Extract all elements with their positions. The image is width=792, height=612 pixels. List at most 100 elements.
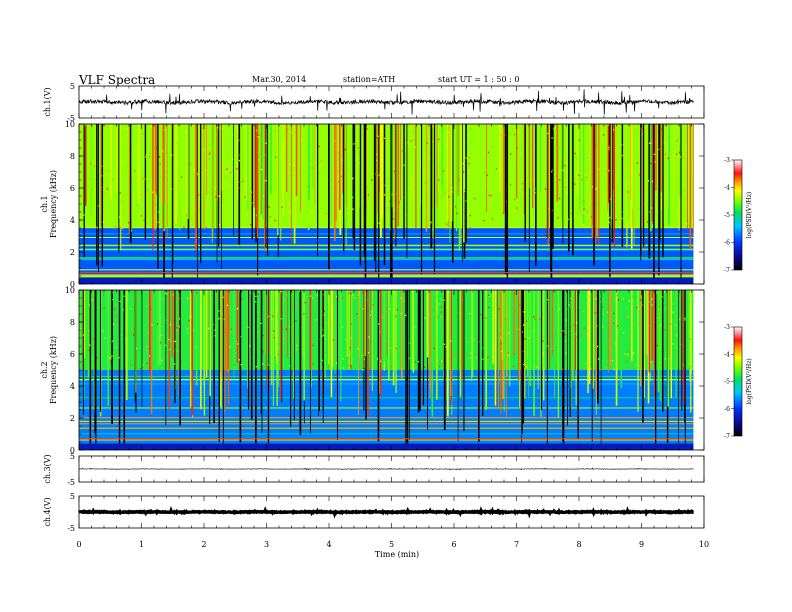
- ch2-spectrogram-speckle: [649, 301, 651, 303]
- ch1-spectrogram-streak: [451, 124, 454, 263]
- ch2-spectrogram-streak: [607, 290, 609, 373]
- ch2-spectrogram-speckle: [207, 327, 210, 330]
- ch2-spectrogram-speckle: [648, 350, 651, 352]
- ch1-spectrogram-speckle: [608, 221, 611, 224]
- ch2-spectrogram-speckle: [370, 311, 373, 313]
- ch2-spectrogram-speckle: [335, 295, 338, 298]
- ch1-spectrogram-streak: [672, 124, 675, 204]
- ch2-spectrogram-streak: [118, 290, 121, 447]
- ch2-spectrogram-speckle: [156, 323, 158, 325]
- ch2-spectrogram-speckle: [120, 334, 123, 336]
- ch1-spectrogram-speckle: [685, 170, 687, 172]
- ch2-spectrogram-colorbar-label: log(PSD(V²/Hz): [746, 358, 753, 405]
- ch1-spectrogram-speckle: [121, 227, 124, 230]
- ch2-spectrogram-speckle: [110, 357, 112, 360]
- ch1-spectrogram-speckle: [615, 170, 618, 172]
- ch2-spectrogram-speckle: [184, 364, 186, 366]
- ch1-spectrogram-streak: [503, 124, 505, 213]
- ch1-spectrogram-streak: [345, 124, 347, 246]
- ch2-spectrogram-streak: [179, 290, 181, 426]
- ch2-spectrogram-speckle: [636, 306, 638, 309]
- ch1-spectrogram-speckle: [162, 149, 164, 152]
- ch1-spectrogram-speckle: [382, 139, 384, 141]
- ch1-spectrogram-speckle: [158, 156, 161, 158]
- ch1-spectrogram-speckle: [377, 135, 379, 138]
- ch1-spectrogram-speckle: [150, 126, 152, 128]
- ch2-spectrogram-speckle: [158, 336, 160, 338]
- ch2-spectrogram-speckle: [178, 325, 180, 328]
- ch1-spectrogram-speckle: [281, 206, 283, 208]
- ch1-spectrogram-streak: [658, 124, 660, 276]
- ch2-spectrogram-speckle: [291, 332, 294, 334]
- ch1-spectrogram-speckle: [242, 180, 244, 182]
- ch1-spectrogram-streak: [264, 124, 266, 190]
- ch1-spectrogram-streak: [196, 124, 198, 279]
- ch1-spectrogram-streak: [568, 124, 570, 252]
- ch2-spectrogram-streak: [99, 290, 102, 412]
- ch2-spectrogram-streak: [494, 290, 497, 406]
- ch2-spectrogram-speckle: [518, 328, 520, 331]
- ch1-spectrogram-speckle: [389, 200, 391, 203]
- ch2-spectrogram-speckle: [315, 319, 317, 321]
- ch1-spectrogram-speckle: [164, 176, 166, 178]
- ch2-spectrogram-speckle: [565, 319, 567, 321]
- ch1-spectrogram-speckle: [248, 205, 251, 207]
- ch2-spectrogram-speckle: [600, 369, 602, 371]
- ch1-spectrogram-speckle: [151, 156, 153, 158]
- ch2-spectrogram-speckle: [488, 306, 490, 309]
- ch2-spectrogram-speckle: [350, 292, 352, 295]
- ch1-spectrogram-streak: [116, 124, 118, 191]
- ch2-spectrogram-speckle: [500, 342, 502, 345]
- ch2-spectrogram-speckle: [276, 308, 278, 310]
- ch1-spectrogram-speckle: [557, 216, 560, 218]
- header-station: station=ATH: [343, 75, 395, 84]
- ch2-spectrogram-streak: [203, 290, 206, 416]
- ch2-spectrogram-speckle: [555, 364, 557, 367]
- ch1-spectrogram-speckle: [239, 187, 241, 189]
- ch1-spectrogram-streak: [203, 124, 205, 230]
- ch1-spectrogram-speckle: [622, 211, 624, 213]
- ch2-spectrogram-speckle: [257, 331, 259, 334]
- ch1-spectrogram-speckle: [281, 209, 283, 212]
- ch2-spectrogram-speckle: [378, 323, 380, 325]
- ch1-spectrogram-streak: [233, 124, 234, 237]
- ch2-spectrogram-speckle: [481, 347, 484, 349]
- ch2-spectrogram-speckle: [224, 365, 227, 368]
- ch2-spectrogram-speckle: [405, 314, 407, 317]
- ch2-spectrogram-speckle: [611, 360, 613, 362]
- ch1-spectrogram-streak: [687, 124, 689, 219]
- ch4-waveform-ytick-label: 5: [70, 492, 75, 501]
- ch1-spectrogram-channel-label: ch.1: [40, 195, 49, 212]
- ch2-spectrogram-speckle: [583, 310, 585, 313]
- ch1-spectrogram-speckle: [650, 142, 652, 144]
- ch1-spectrogram-speckle: [647, 180, 650, 182]
- ch2-spectrogram-band-line: [79, 407, 694, 409]
- ch1-spectrogram-speckle: [158, 223, 160, 226]
- ch1-spectrogram-streak: [668, 124, 670, 226]
- ch2-spectrogram-speckle: [436, 317, 438, 320]
- ch2-spectrogram-speckle: [408, 355, 410, 358]
- ch2-spectrogram-speckle: [632, 352, 635, 354]
- ch1-spectrogram-streak: [680, 124, 682, 283]
- ch2-spectrogram-speckle: [115, 346, 118, 349]
- ch2-spectrogram-speckle: [126, 310, 128, 312]
- ch2-spectrogram-speckle: [262, 334, 264, 337]
- ch2-spectrogram-speckle: [692, 301, 695, 303]
- ch1-spectrogram-speckle: [650, 162, 652, 165]
- ch2-spectrogram-speckle: [470, 352, 472, 354]
- ch2-spectrogram-speckle: [596, 345, 599, 348]
- ch1-spectrogram-speckle: [83, 214, 85, 216]
- ch2-spectrogram-speckle: [301, 295, 303, 297]
- ch2-spectrogram-band-line: [79, 427, 694, 429]
- ch1-spectrogram-speckle: [290, 131, 293, 134]
- ch2-spectrogram-streak: [518, 290, 520, 381]
- ch2-spectrogram-band-line: [79, 375, 694, 377]
- ch2-spectrogram-streak: [497, 290, 499, 409]
- ch1-spectrogram-speckle: [447, 128, 449, 130]
- ch2-spectrogram-streak: [370, 290, 372, 371]
- ch1-spectrogram-speckle: [384, 184, 386, 187]
- ch2-spectrogram-speckle: [474, 338, 476, 340]
- ch1-spectrogram-streak: [394, 124, 396, 240]
- ch2-spectrogram-speckle: [303, 355, 306, 358]
- ch1-spectrogram-speckle: [307, 147, 309, 149]
